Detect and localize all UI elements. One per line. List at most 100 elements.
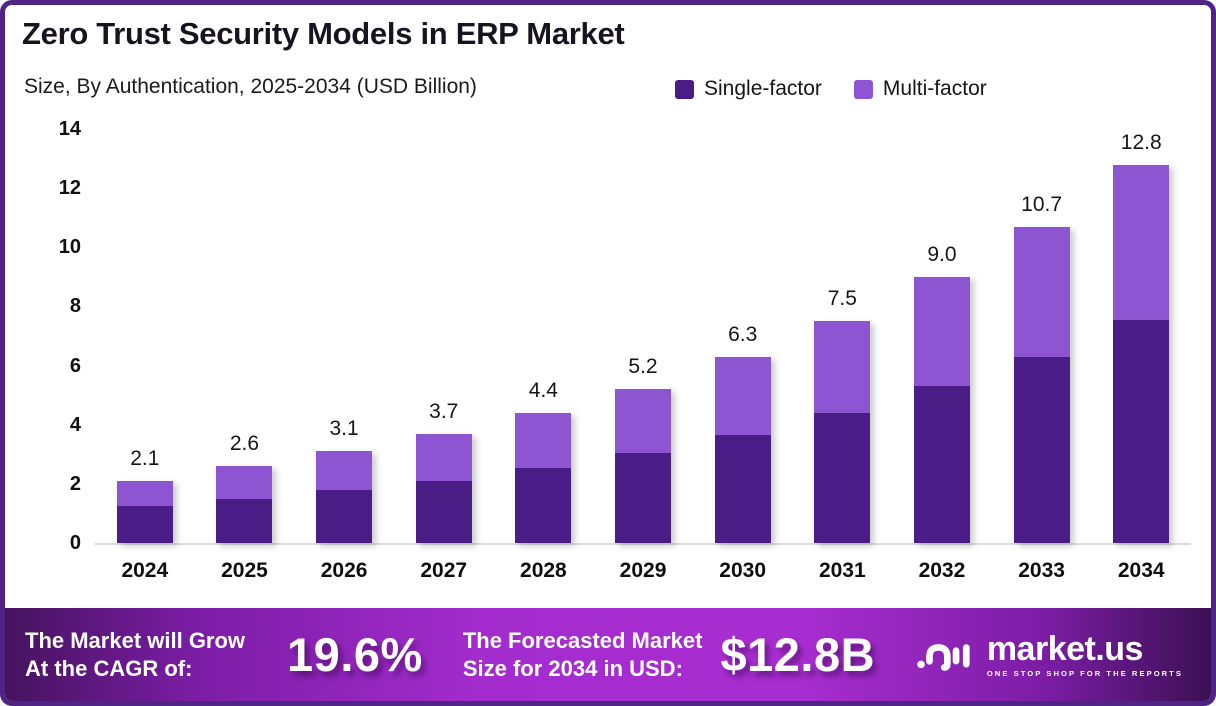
logo-text-block: market.us ONE STOP SHOP FOR THE REPORTS (987, 632, 1183, 678)
logo-tagline: ONE STOP SHOP FOR THE REPORTS (986, 668, 1183, 678)
x-axis-label-2027: 2027 (420, 559, 468, 582)
bar-slot-2030: 6.3 2030 (693, 129, 793, 582)
bar-segment-single-factor-2033 (1013, 356, 1070, 543)
bar-slot-2024: 2.1 2024 (95, 129, 195, 582)
bar-segment-single-factor-2030 (714, 435, 771, 543)
legend-item-single-factor: Single-factor (675, 77, 822, 101)
bar-segment-multi-factor-2030 (714, 356, 771, 436)
bar-value-label-2026: 3.1 (329, 417, 359, 441)
bar-segment-multi-factor-2032 (913, 276, 970, 387)
cagr-caption: The Market will Grow At the CAGR of: (25, 627, 245, 682)
y-tick-label: 10 (58, 236, 81, 259)
bar-value-label-2032: 9.0 (927, 242, 957, 266)
bar-value-label-2030: 6.3 (728, 322, 758, 346)
x-axis-label-2028: 2028 (520, 559, 567, 582)
bar-slot-2026: 3.1 2026 (294, 129, 394, 582)
legend-swatch-icon (853, 79, 873, 99)
bar-slot-2028: 4.4 2028 (494, 129, 594, 582)
x-axis-label-2033: 2033 (1018, 559, 1065, 582)
bar-slot-2034: 12.8 2034 (1091, 129, 1191, 582)
forecast-caption-line1: The Forecasted Market (462, 628, 703, 653)
bar-value-label-2031: 7.5 (827, 287, 857, 311)
bar-slot-2027: 3.7 2027 (394, 129, 494, 582)
plot-area: 2.1 2024 2.6 2025 3.1 2026 3.7 2027 4.4 2028 5.2 20… (95, 129, 1191, 582)
bar-segment-single-factor-2029 (615, 452, 672, 543)
footer-banner: The Market will Grow At the CAGR of: 19.… (5, 608, 1211, 701)
stage: Zero Trust Security Models in ERP Market… (5, 5, 1211, 701)
cagr-value: 19.6% (287, 628, 423, 681)
x-axis-label-2030: 2030 (719, 559, 767, 582)
logo-name: market.us (986, 629, 1144, 668)
bar-value-label-2027: 3.7 (429, 399, 459, 423)
legend-item-multi-factor: Multi-factor (853, 77, 987, 101)
y-tick-label: 6 (69, 354, 81, 377)
forecast-caption-line2: Size for 2034 in USD: (462, 655, 683, 681)
stacked-bar-2034 (1113, 164, 1170, 543)
bar-value-label-2034: 12.8 (1120, 130, 1162, 154)
cagr-caption-line2: At the CAGR of: (25, 655, 193, 681)
y-tick-label: 8 (69, 295, 81, 318)
bar-segment-multi-factor-2028 (515, 412, 572, 468)
bar-slot-2025: 2.6 2025 (195, 129, 295, 582)
bar-value-label-2025: 2.6 (229, 432, 260, 456)
bar-slot-2029: 5.2 2029 (593, 129, 693, 582)
page-title: Zero Trust Security Models in ERP Market (22, 16, 625, 51)
market-us-logo: market.us ONE STOP SHOP FOR THE REPORTS (917, 630, 1191, 680)
bar-segment-single-factor-2034 (1113, 319, 1170, 543)
stacked-bar-2032 (913, 276, 970, 543)
y-tick-label: 0 (69, 532, 81, 554)
bar-segment-multi-factor-2025 (216, 466, 273, 499)
bar-segment-multi-factor-2033 (1013, 226, 1070, 357)
forecast-caption: The Forecasted Market Size for 2034 in U… (463, 627, 703, 682)
market-us-logo-mark-icon (917, 643, 970, 671)
legend-label: Single-factor (704, 77, 822, 100)
y-tick-label: 4 (69, 413, 81, 436)
chart-subtitle: Size, By Authentication, 2025-2034 (USD … (24, 75, 477, 98)
bar-segment-single-factor-2027 (415, 480, 472, 543)
x-axis-label-2029: 2029 (619, 559, 667, 582)
x-axis-label-2025: 2025 (221, 559, 268, 582)
bar-segment-single-factor-2032 (913, 386, 970, 543)
stacked-bar-2025 (216, 466, 273, 543)
stacked-bar-2031 (814, 321, 871, 543)
x-axis-label-2024: 2024 (121, 559, 169, 582)
bar-segment-multi-factor-2029 (615, 389, 672, 453)
x-axis-label-2032: 2032 (918, 559, 966, 582)
bar-segment-multi-factor-2034 (1113, 164, 1170, 320)
bar-slot-2033: 10.7 2033 (992, 129, 1092, 582)
chart-legend: Single-factor Multi-factor (675, 77, 987, 101)
legend-label: Multi-factor (882, 77, 987, 100)
y-tick-label: 2 (69, 472, 81, 495)
stacked-bar-2030 (714, 356, 771, 543)
bar-segment-single-factor-2031 (814, 412, 871, 543)
stacked-bar-2027 (415, 433, 472, 543)
stacked-bar-2024 (116, 480, 173, 543)
stacked-bar-2028 (515, 412, 572, 543)
y-tick-label: 14 (58, 118, 81, 140)
legend-swatch-icon (675, 79, 694, 99)
bar-value-label-2029: 5.2 (628, 355, 658, 379)
bar-value-label-2028: 4.4 (528, 378, 558, 402)
y-axis: 0 2 4 6 8 10 12 14 (5, 119, 81, 553)
x-axis-label-2031: 2031 (818, 559, 866, 582)
stacked-bar-2026 (316, 451, 373, 543)
forecast-value: $12.8B (720, 628, 876, 681)
bar-segment-single-factor-2028 (515, 467, 572, 543)
bar-segment-multi-factor-2026 (316, 451, 373, 490)
bar-segment-single-factor-2026 (316, 489, 373, 543)
bar-slot-2032: 9.0 2032 (892, 129, 992, 582)
y-tick-label: 12 (58, 177, 81, 200)
bar-slot-2031: 7.5 2031 (792, 129, 892, 582)
stacked-bar-2033 (1013, 226, 1070, 543)
cagr-caption-line1: The Market will Grow (25, 628, 246, 653)
x-axis-label-2034: 2034 (1117, 559, 1165, 582)
bar-value-label-2024: 2.1 (130, 446, 160, 470)
stacked-bar-2029 (615, 389, 672, 543)
bar-segment-multi-factor-2024 (116, 480, 173, 507)
bar-segment-multi-factor-2027 (415, 433, 472, 481)
bar-segment-single-factor-2025 (216, 498, 273, 543)
bar-segment-single-factor-2024 (116, 506, 173, 543)
bar-segment-multi-factor-2031 (814, 321, 871, 413)
bar-value-label-2033: 10.7 (1021, 192, 1063, 216)
